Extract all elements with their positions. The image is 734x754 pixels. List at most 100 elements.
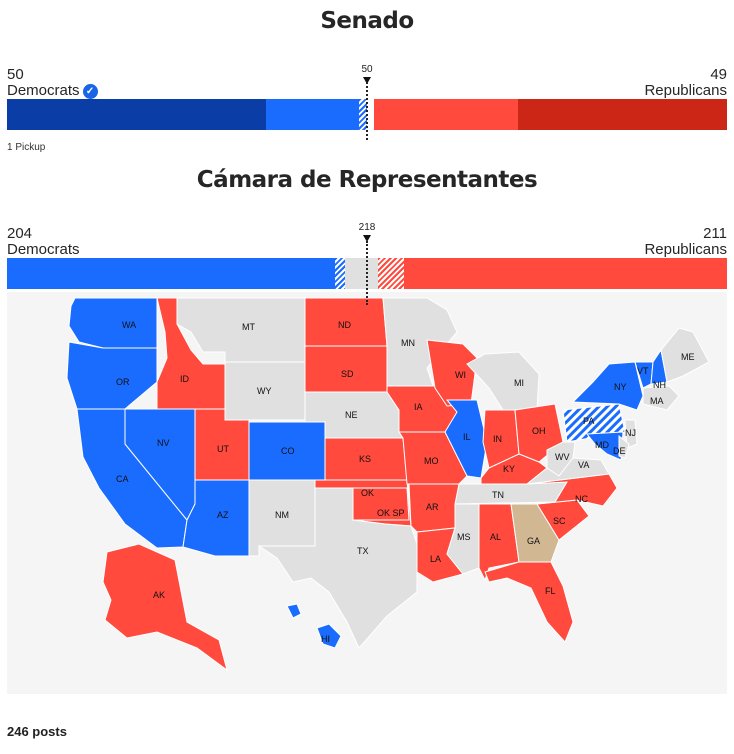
label-ar: AR [426, 502, 439, 512]
label-oh: OH [532, 426, 546, 436]
senate-pickup-note: 1 Pickup [7, 142, 46, 153]
state-nj[interactable] [624, 419, 638, 449]
state-ny[interactable] [571, 361, 644, 411]
check-circle-icon: ✓ [82, 84, 98, 99]
senate-rep-label: Republicans [644, 82, 727, 99]
label-ne: NE [345, 410, 358, 420]
label-me: ME [681, 352, 695, 362]
house-threshold-label: 218 [358, 222, 376, 233]
state-wa[interactable] [68, 297, 158, 349]
label-wi: WI [455, 370, 466, 380]
state-ga[interactable] [510, 503, 560, 563]
state-md[interactable] [586, 431, 624, 461]
state-mt[interactable] [176, 297, 306, 363]
label-il: IL [463, 432, 471, 442]
senate-rep-count: 49 [710, 66, 727, 83]
house-threshold-marker-icon [363, 235, 371, 242]
label-la: LA [430, 554, 441, 564]
label-nh: NH [653, 380, 666, 390]
label-wy: WY [257, 386, 272, 396]
label-nm: NM [275, 510, 289, 520]
us-results-map[interactable]: WA OR CA NV ID MT WY UT AZ CO NM ND SD N… [7, 292, 727, 694]
senate-dem-label: Democrats ✓ [7, 83, 98, 99]
label-va: VA [578, 460, 589, 470]
label-mo: MO [424, 456, 439, 466]
senate-rep-won-segment [518, 99, 727, 130]
senate-threshold-line [366, 82, 368, 140]
senate-dem-count: 50 [7, 66, 24, 83]
posts-count[interactable]: 246 posts [7, 724, 67, 739]
label-nc: NC [575, 494, 588, 504]
house-seat-bar [7, 258, 727, 289]
state-de[interactable] [618, 434, 630, 459]
senate-undecided-segment [367, 99, 374, 130]
label-sc: SC [553, 516, 566, 526]
label-nj: NJ [625, 428, 636, 438]
senate-dem-label-text: Democrats [7, 82, 80, 99]
state-hi-island[interactable] [286, 603, 302, 619]
house-rep-count: 211 [703, 225, 727, 242]
state-me[interactable] [660, 327, 710, 383]
label-al: AL [490, 532, 501, 542]
label-tn: TN [492, 490, 504, 500]
state-hi[interactable] [316, 623, 342, 649]
label-ca: CA [116, 474, 129, 484]
state-nc[interactable] [526, 473, 618, 507]
label-az: AZ [217, 510, 229, 520]
us-map-svg: WA OR CA NV ID MT WY UT AZ CO NM ND SD N… [66, 297, 710, 672]
state-tx[interactable] [257, 487, 418, 649]
senate-dem-pickup-segment [359, 99, 367, 130]
label-ut: UT [217, 444, 229, 454]
label-vt: VT [637, 366, 649, 376]
label-ma: MA [650, 396, 664, 406]
label-or: OR [116, 377, 130, 387]
label-ks: KS [359, 454, 371, 464]
state-mn[interactable] [382, 297, 458, 387]
senate-rep-lean-segment [374, 99, 518, 130]
label-ok-sp: OK SP [377, 508, 405, 518]
label-ky: KY [503, 464, 515, 474]
label-md: MD [595, 440, 609, 450]
state-ma[interactable] [642, 385, 680, 411]
state-tn[interactable] [454, 481, 568, 505]
label-ms: MS [457, 532, 471, 542]
label-hi: HI [321, 634, 330, 644]
label-ga: GA [527, 536, 540, 546]
label-tx: TX [357, 546, 369, 556]
state-or[interactable] [66, 341, 158, 410]
state-va[interactable] [525, 457, 610, 485]
senate-threshold-marker-icon [363, 77, 371, 84]
label-mn: MN [401, 338, 415, 348]
label-nd: ND [338, 320, 351, 330]
house-rep-lean-segment [378, 258, 404, 289]
senate-threshold-label: 50 [361, 64, 373, 75]
house-dem-lean-segment [335, 258, 345, 289]
house-dem-segment [7, 258, 335, 289]
label-id: ID [180, 374, 190, 384]
house-undecided-segment [345, 258, 378, 289]
state-fl[interactable] [484, 561, 574, 643]
label-wa: WA [122, 320, 136, 330]
label-wv: WV [555, 452, 570, 462]
house-rep-label: Republicans [644, 241, 727, 258]
house-dem-label: Democrats [7, 241, 80, 258]
senate-dem-won-segment [7, 99, 266, 130]
label-in: IN [493, 434, 502, 444]
label-de: DE [613, 446, 626, 456]
senate-dem-lean-segment [266, 99, 359, 130]
label-pa: PA [583, 416, 594, 426]
label-ok: OK [361, 488, 374, 498]
label-ny: NY [614, 382, 627, 392]
label-nv: NV [157, 438, 170, 448]
label-mi: MI [514, 378, 524, 388]
senate-seat-bar [7, 99, 727, 130]
state-ak[interactable] [102, 543, 228, 672]
label-mt: MT [242, 322, 255, 332]
house-rep-segment [404, 258, 727, 289]
house-threshold-line [366, 241, 368, 305]
label-ak: AK [153, 590, 165, 600]
house-dem-count: 204 [7, 225, 33, 242]
label-co: CO [281, 446, 295, 456]
state-il[interactable] [444, 399, 488, 479]
senate-title: Senado [320, 8, 414, 34]
